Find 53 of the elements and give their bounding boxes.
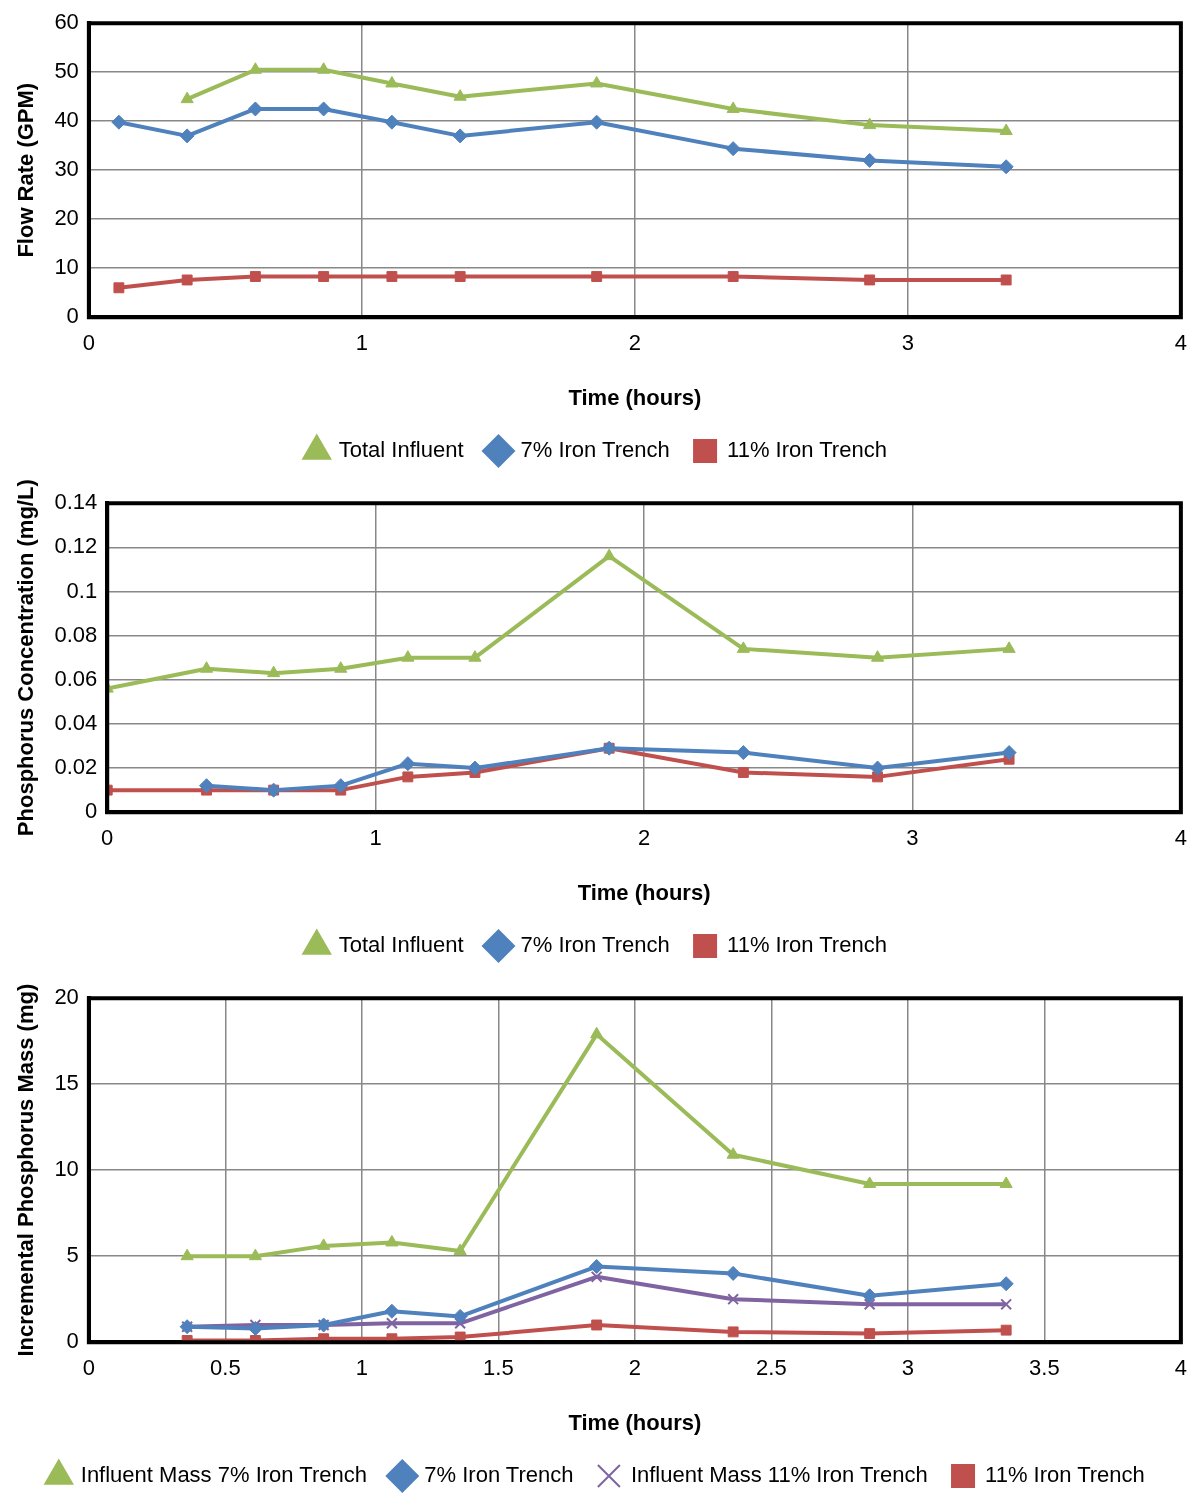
y-axis-title: Flow Rate (GPM) (13, 82, 39, 258)
x-tick-label: 4 (1174, 1355, 1188, 1381)
legend-label: Total Influent (338, 437, 464, 463)
x-tick-label: 2.5 (756, 1355, 787, 1381)
legend-label: 7% Iron Trench (520, 932, 670, 958)
x-tick-label: 0.5 (210, 1355, 241, 1381)
x-axis-title: Time (hours) (577, 879, 711, 905)
y-tick-label: 60 (54, 9, 79, 35)
y-tick-label: 0 (66, 1328, 79, 1354)
y-tick-label: 10 (54, 254, 79, 280)
y-tick-label: 0 (66, 303, 79, 329)
y-tick-label: 10 (54, 1156, 79, 1182)
x-tick-label: 2 (628, 330, 641, 356)
x-tick-label: 4 (1174, 825, 1188, 851)
x-tick-label: 3 (906, 825, 919, 851)
legend-label: Total Influent (338, 932, 464, 958)
legend-label: 11% Iron Trench (985, 1462, 1145, 1488)
x-tick-label: 1.5 (483, 1355, 514, 1381)
x-tick-label: 1 (355, 1355, 368, 1381)
y-tick-label: 40 (54, 107, 79, 133)
y-tick-label: 50 (54, 58, 79, 84)
legend-label: Influent Mass 7% Iron Trench (80, 1462, 367, 1488)
y-tick-label: 0.08 (54, 621, 98, 647)
y-tick-label: 0.12 (54, 533, 98, 559)
y-tick-label: 15 (54, 1070, 79, 1096)
x-axis-title: Time (hours) (568, 1409, 702, 1435)
x-tick-label: 0 (101, 825, 114, 851)
y-tick-label: 20 (54, 205, 79, 231)
y-tick-label: 0.04 (54, 709, 98, 735)
y-tick-label: 5 (66, 1242, 79, 1268)
y-tick-label: 0.14 (54, 489, 98, 515)
y-tick-label: 0.1 (66, 577, 98, 603)
y-axis-title: Incremental Phosphorus Mass (mg) (13, 983, 39, 1357)
y-axis-title: Phosphorus Concentration (mg/L) (13, 479, 39, 837)
x-tick-label: 3.5 (1029, 1355, 1060, 1381)
x-tick-label: 3 (901, 330, 914, 356)
x-tick-label: 3 (901, 1355, 914, 1381)
legend-label: 11% Iron Trench (727, 932, 887, 958)
x-tick-label: 2 (628, 1355, 641, 1381)
legend-label: 7% Iron Trench (520, 437, 670, 463)
legend-label: Influent Mass 11% Iron Trench (630, 1462, 928, 1488)
y-tick-label: 0 (84, 798, 98, 824)
x-axis-title: Time (hours) (568, 384, 702, 410)
y-tick-label: 20 (54, 984, 79, 1010)
y-tick-label: 0.02 (54, 754, 98, 780)
y-tick-label: 30 (54, 156, 79, 182)
legend-label: 11% Iron Trench (727, 437, 887, 463)
x-tick-label: 1 (355, 330, 368, 356)
x-tick-label: 4 (1174, 330, 1188, 356)
legend-label: 7% Iron Trench (424, 1462, 574, 1488)
x-tick-label: 2 (637, 825, 651, 851)
y-tick-label: 0.06 (54, 665, 98, 691)
x-tick-label: 1 (369, 825, 382, 851)
